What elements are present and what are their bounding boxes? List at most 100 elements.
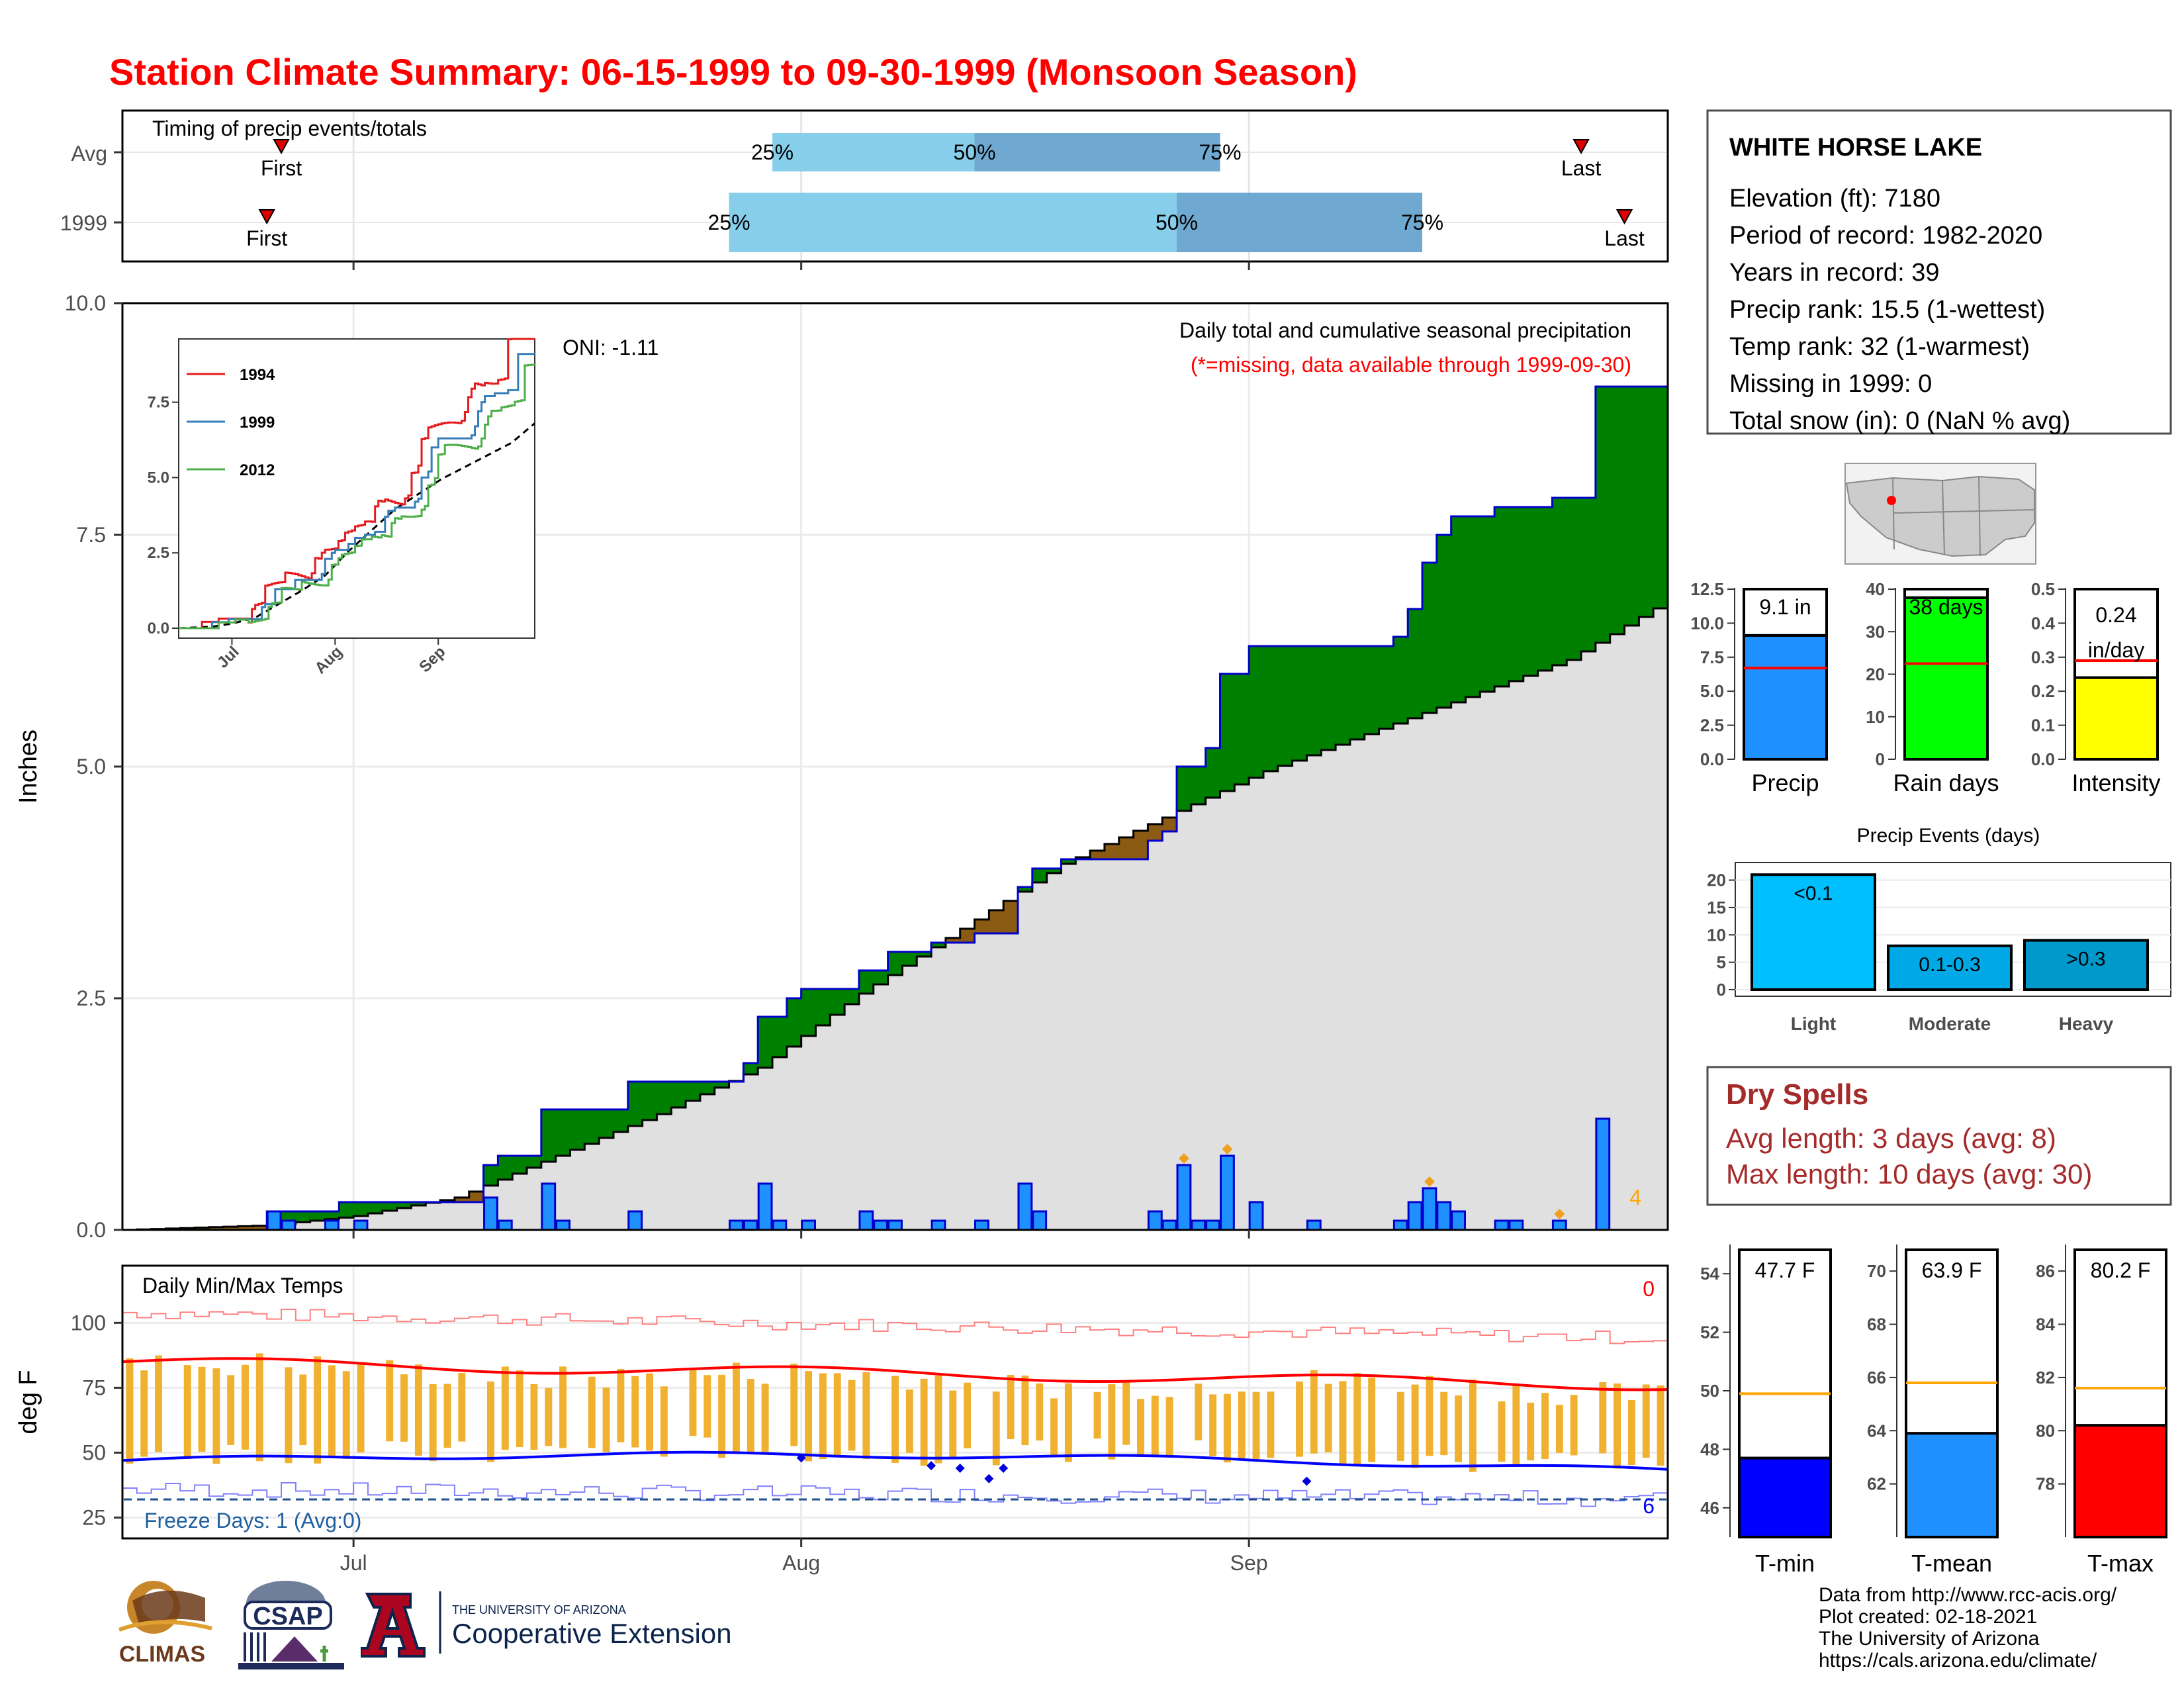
daily-precip-bar	[1392, 1219, 1408, 1231]
temp-summary-label: T-max	[2087, 1550, 2154, 1577]
precip-panel: 0.0 2.5 5.0 7.5 10.0 Inches Daily total and …	[15, 291, 1669, 1242]
precip-event-bar-label: <0.1	[1794, 882, 1833, 904]
daily-temp-range-bar	[443, 1383, 451, 1448]
above-average-fill	[1523, 507, 1539, 676]
below-average-fill	[195, 1227, 210, 1230]
daily-precip-bar	[1451, 1210, 1466, 1231]
daily-temp-range-bar	[314, 1356, 322, 1464]
precip-events-ytick-label: 15	[1707, 898, 1726, 917]
daily-temp-range-bar	[689, 1368, 697, 1436]
daily-precip-bar	[931, 1219, 946, 1231]
temp-summary-ytick-label: 84	[2036, 1315, 2055, 1335]
summary-label-box	[2073, 588, 2159, 679]
cold-day-marker	[796, 1453, 806, 1463]
below-average-fill	[1104, 844, 1120, 859]
daily-temp-range-bar	[1353, 1373, 1361, 1466]
precip-note-title: Daily total and cumulative seasonal prec…	[1179, 318, 1631, 342]
above-average-fill	[527, 1156, 542, 1168]
summary-value-label: 9.1 in	[1759, 595, 1811, 619]
daily-precip-bar	[1205, 1219, 1221, 1231]
daily-temp-range-bar	[1007, 1375, 1015, 1440]
daily-temp-range-bar	[198, 1366, 206, 1452]
daily-temp-range-bar	[588, 1376, 596, 1448]
station-line: Missing in 1999: 0	[1729, 370, 1932, 398]
daily-temp-range-bar	[429, 1383, 437, 1462]
daily-temp-range-bar	[487, 1382, 494, 1462]
below-average-fill	[960, 929, 976, 943]
daily-temp-range-bar	[949, 1390, 957, 1458]
daily-temp-range-bar	[1440, 1391, 1448, 1456]
station-location-dot	[1887, 496, 1896, 505]
avg-tmin-line	[122, 1450, 1668, 1471]
daily-temp-range-bar	[891, 1376, 899, 1464]
daily-precip-bar	[1508, 1219, 1524, 1231]
above-average-fill	[310, 1211, 326, 1221]
last-event-label: Last	[1561, 156, 1602, 180]
university-of-arizona-logo: THE UNIVERSITY OF ARIZONA Cooperative Ex…	[359, 1587, 745, 1660]
daily-temp-range-bar	[328, 1365, 336, 1458]
temp-panel-label: Daily Min/Max Temps	[142, 1274, 343, 1297]
summary-ytick-label: 40	[1866, 579, 1885, 599]
precip-ytick-label: 7.5	[77, 523, 106, 547]
daily-temp-range-bar	[516, 1370, 523, 1448]
daily-precip-bar	[1422, 1187, 1437, 1231]
inset-legend-label: 1994	[240, 366, 275, 384]
daily-temp-range-bar	[704, 1375, 711, 1438]
temp-ylabel: deg F	[15, 1370, 42, 1434]
daily-temp-range-bar	[386, 1360, 394, 1442]
cold-day-marker	[927, 1461, 936, 1471]
daily-temp-range-bar	[747, 1379, 754, 1454]
daily-temp-range-bar	[1267, 1391, 1275, 1458]
freeze-days-label: Freeze Days: 1 (Avg:0)	[144, 1509, 361, 1532]
inset-series-line	[179, 363, 536, 630]
above-average-fill	[1624, 387, 1639, 626]
page-title: Station Climate Summary: 06-15-1999 to 0…	[109, 51, 1357, 93]
above-average-fill	[541, 1109, 557, 1162]
summary-ytick-label: 10	[1866, 707, 1885, 727]
above-average-fill	[555, 1109, 571, 1156]
dry-spells-avg: Avg length: 3 days (avg: 8)	[1726, 1123, 2056, 1154]
daily-temp-range-bar	[1137, 1399, 1144, 1457]
timing-q75-label: 75%	[1199, 140, 1241, 164]
summary-ytick-label: 12.5	[1690, 579, 1724, 599]
timing-q25-label: 25%	[708, 211, 751, 234]
above-average-fill	[512, 1156, 527, 1174]
temp-xtick-label: Jul	[340, 1551, 367, 1575]
daily-precip-bar	[1248, 1201, 1264, 1231]
summary-ytick-label: 7.5	[1700, 647, 1724, 667]
daily-temp-range-bar	[718, 1374, 726, 1458]
timing-row-label-avg: Avg	[71, 142, 107, 165]
daily-precip-bar	[1407, 1201, 1423, 1231]
below-average-fill	[252, 1225, 267, 1230]
below-average-fill	[1162, 818, 1177, 831]
above-average-fill	[1220, 674, 1235, 791]
timing-bar-upper	[1177, 193, 1423, 252]
above-average-fill	[339, 1202, 354, 1218]
daily-precip-bar	[483, 1196, 498, 1231]
daily-temp-range-bar	[1426, 1376, 1433, 1456]
above-average-fill	[1349, 646, 1365, 739]
daily-temp-range-bar	[501, 1366, 509, 1450]
summary-bar-chart: 0.0 0.1 0.2 0.3 0.4 0.5 0.24 in/day Intensity	[2031, 579, 2161, 796]
daily-precip-bar	[324, 1219, 340, 1231]
daily-precip-bar	[1494, 1219, 1510, 1231]
summary-ytick-label: 2.5	[1700, 716, 1724, 735]
daily-temp-range-bar	[242, 1364, 249, 1450]
below-average-fill	[1118, 837, 1134, 859]
timing-q50-label: 50%	[1156, 211, 1198, 234]
daily-temp-range-bar	[1339, 1381, 1347, 1466]
daily-precip-bar	[1551, 1219, 1567, 1231]
heavy-event-marker	[1554, 1209, 1565, 1219]
footer-line: Data from http://www.rcc-acis.org/	[1819, 1584, 2117, 1606]
below-average-fill	[1148, 824, 1163, 841]
below-average-fill	[945, 938, 961, 943]
cold-day-marker	[999, 1464, 1009, 1474]
first-event-label: First	[246, 226, 287, 250]
daily-precip-bar	[801, 1219, 816, 1231]
daily-temp-range-bar	[559, 1366, 567, 1448]
temp-summary-value-label: 80.2 F	[2091, 1258, 2151, 1282]
csap-logo: CSAP	[232, 1577, 351, 1673]
daily-temp-range-bar	[1411, 1384, 1419, 1468]
summary-ytick-label: 10.0	[1690, 613, 1724, 633]
timing-bar-lower	[772, 133, 975, 171]
